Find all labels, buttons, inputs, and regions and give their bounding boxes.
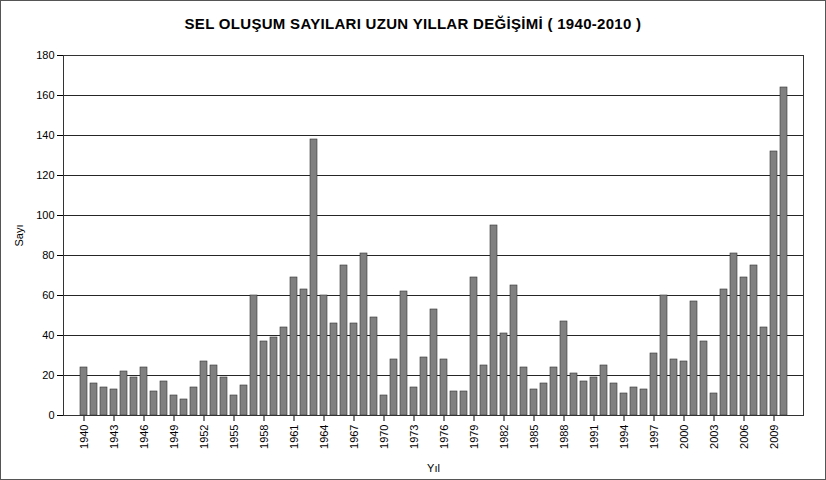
svg-text:Sayı: Sayı [13,224,25,246]
svg-text:100: 100 [36,209,54,221]
svg-text:1976: 1976 [438,425,450,449]
svg-text:1973: 1973 [408,425,420,449]
svg-text:1964: 1964 [318,425,330,449]
svg-text:80: 80 [42,249,54,261]
svg-text:40: 40 [42,329,54,341]
html-text:SEL OLUŞUM SAYILARI UZUN YILLA: SEL OLUŞUM SAYILARI UZUN YILLAR DEĞİŞİMİ… [184,15,642,32]
svg-text:2009: 2009 [768,425,780,449]
svg-text:1979: 1979 [468,425,480,449]
svg-text:160: 160 [36,89,54,101]
svg-text:2000: 2000 [678,425,690,449]
svg-text:1943: 1943 [108,425,120,449]
svg-text:1940: 1940 [78,425,90,449]
svg-text:1997: 1997 [648,425,660,449]
svg-text:1985: 1985 [528,425,540,449]
svg-text:120: 120 [36,169,54,181]
svg-text:1994: 1994 [618,425,630,449]
svg-text:1970: 1970 [378,425,390,449]
svg-text:1946: 1946 [138,425,150,449]
svg-text:180: 180 [36,49,54,61]
svg-text:1967: 1967 [348,425,360,449]
svg-text:Yıl: Yıl [427,462,440,474]
svg-text:1952: 1952 [198,425,210,449]
svg-text:2003: 2003 [708,425,720,449]
svg-text:20: 20 [42,369,54,381]
svg-text:140: 140 [36,129,54,141]
svg-text:1958: 1958 [258,425,270,449]
svg-text:1982: 1982 [498,425,510,449]
svg-text:1991: 1991 [588,425,600,449]
svg-text:1961: 1961 [288,425,300,449]
svg-text:60: 60 [42,289,54,301]
svg-text:1988: 1988 [558,425,570,449]
svg-text:1949: 1949 [168,425,180,449]
svg-text:0: 0 [48,409,54,421]
svg-text:2006: 2006 [738,425,750,449]
svg-text:1955: 1955 [228,425,240,449]
